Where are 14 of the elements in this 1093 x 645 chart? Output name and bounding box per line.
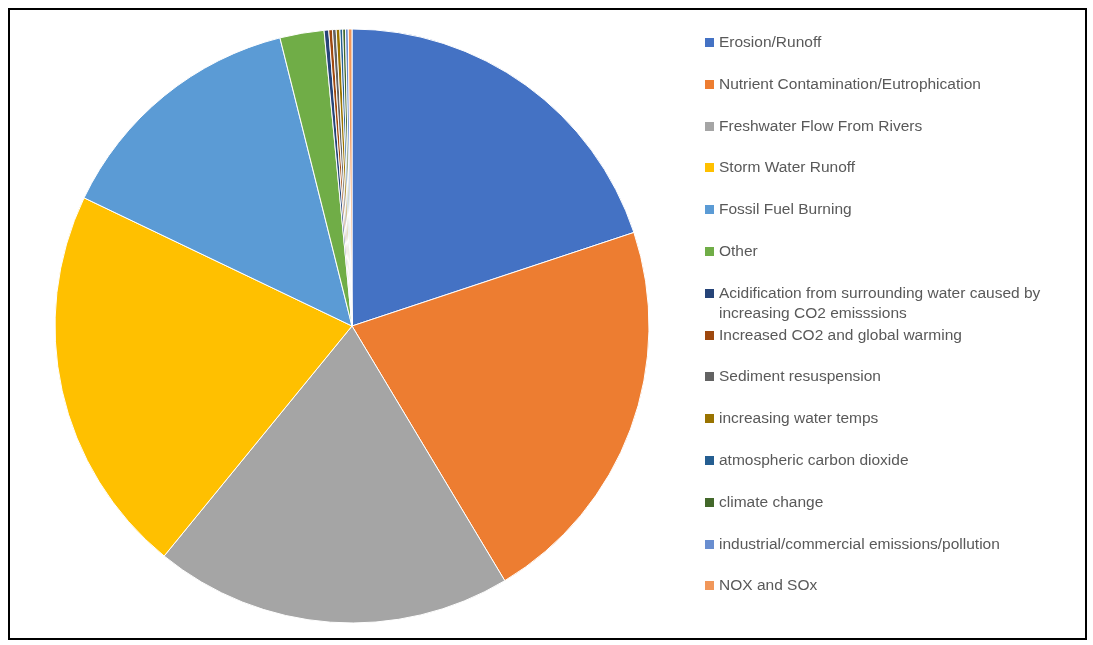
legend-label: Increased CO2 and global warming <box>719 324 962 345</box>
legend-label: increasing water temps <box>719 408 879 429</box>
legend-label: Storm Water Runoff <box>719 157 856 178</box>
legend-label: Erosion/Runoff <box>719 32 822 52</box>
legend-label: Acidification from surrounding water caused by increasing CO2 emisssions <box>719 282 1042 323</box>
legend-label: Sediment resuspension <box>719 366 881 387</box>
legend-label: climate change <box>719 491 824 512</box>
legend-label: Nutrient Contamination/Eutrophication <box>719 73 981 94</box>
legend-label: atmospheric carbon dioxide <box>719 449 909 470</box>
legend-label: industrial/commercial emissions/pollution <box>719 533 1000 554</box>
legend-label: Fossil Fuel Burning <box>719 199 852 220</box>
legend-label: Other <box>719 241 758 261</box>
legend-label: NOX and SOx <box>719 575 818 596</box>
legend-label: Freshwater Flow From Rivers <box>719 115 923 136</box>
